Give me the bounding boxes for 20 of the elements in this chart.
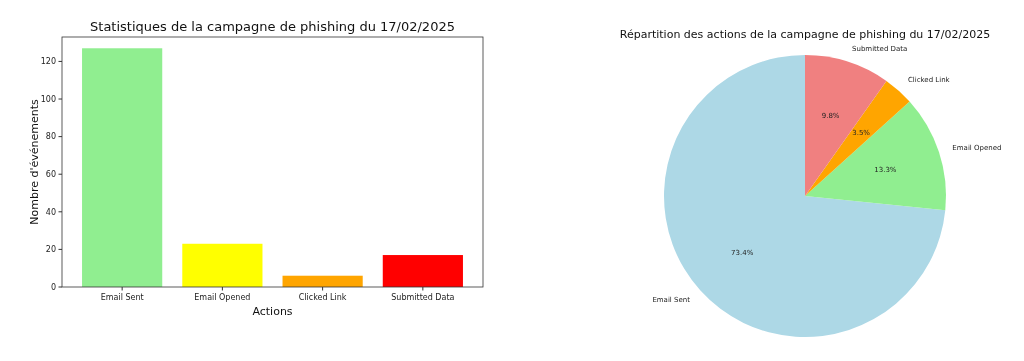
bar bbox=[182, 243, 263, 287]
bar bbox=[382, 255, 463, 287]
x-tick-label: Clicked Link bbox=[298, 293, 347, 302]
x-axis-title: Actions bbox=[252, 305, 293, 318]
y-tick-label: 20 bbox=[45, 245, 56, 255]
chart-title: Répartition des actions de la campagne de phishing du 17/02/2025 bbox=[619, 28, 991, 41]
y-tick-label: 60 bbox=[45, 170, 56, 180]
y-tick-label: 80 bbox=[45, 132, 56, 142]
y-tick-label: 120 bbox=[40, 57, 56, 67]
pie-slice bbox=[805, 101, 946, 211]
y-axis-title: Nombre d'événements bbox=[28, 98, 41, 225]
y-tick-label: 100 bbox=[40, 94, 56, 104]
x-tick-label: Submitted Data bbox=[391, 293, 455, 302]
chart-title: Statistiques de la campagne de phishing du 17/02/2025 bbox=[90, 19, 455, 34]
y-tick-label: 40 bbox=[45, 207, 56, 217]
pie-slice bbox=[805, 80, 910, 196]
x-tick-label: Email Opened bbox=[194, 293, 251, 302]
x-tick-label: Email Sent bbox=[100, 293, 144, 302]
bar bbox=[82, 48, 163, 287]
y-tick-label: 0 bbox=[50, 282, 56, 292]
